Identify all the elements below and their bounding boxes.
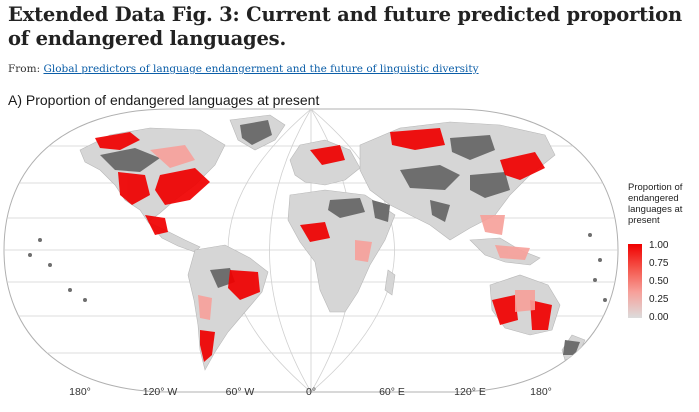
legend-tick-0-75: 0.75	[649, 258, 669, 269]
pacific-islands	[28, 233, 607, 302]
east-australia-high	[530, 300, 552, 330]
lon-label-0: 0°	[305, 386, 317, 398]
endangerment-medium	[150, 145, 535, 320]
legend-tick-0-5: 0.50	[649, 276, 669, 287]
western-north-america-high	[118, 172, 150, 205]
north-china-high	[500, 152, 545, 180]
legend-tick-0-25: 0.25	[649, 294, 669, 305]
siberia-high	[390, 128, 445, 150]
source-prefix: From:	[8, 63, 41, 75]
legend-title: Proportion of endangered languages at pr…	[628, 182, 683, 226]
legend-tick-1: 1.00	[649, 240, 669, 251]
lon-label-180w: 180°	[69, 386, 91, 398]
east-africa-medium	[355, 240, 372, 262]
legend-color-bar	[628, 244, 642, 318]
arctic-canada-high	[95, 132, 140, 150]
india-no-data	[430, 200, 450, 222]
lon-label-120w: 120° W	[142, 386, 178, 398]
figure-title: Extended Data Fig. 3: Current and future…	[8, 3, 682, 50]
source-article-link[interactable]: Global predictors of language endangerme…	[43, 63, 479, 75]
lon-label-180e: 180°	[530, 386, 552, 398]
no-data-regions	[100, 120, 580, 355]
arabia-no-data	[372, 200, 390, 222]
new-zealand-no-data	[563, 340, 580, 355]
eastern-north-america-high	[155, 168, 210, 205]
brazil-high	[228, 270, 260, 300]
mexico-high	[145, 215, 168, 235]
southeast-asia-medium	[480, 215, 505, 235]
west-australia-high	[492, 295, 518, 325]
west-africa-high	[300, 222, 330, 242]
north-europe-high	[310, 145, 345, 165]
sahara-no-data	[328, 198, 365, 218]
greenland-no-data	[240, 120, 272, 145]
andes-medium	[198, 295, 212, 320]
madagascar-landmass	[384, 269, 396, 296]
central-asia-no-data	[400, 165, 460, 190]
lon-label-120e: 120° E	[454, 386, 486, 398]
north-america-no-data	[100, 148, 160, 172]
panel-title: A) Proportion of endangered languages at…	[8, 92, 320, 108]
endangerment-high	[95, 128, 552, 362]
source-line: From: Global predictors of language enda…	[8, 63, 479, 75]
canada-medium	[150, 145, 195, 168]
central-australia-medium	[515, 290, 535, 312]
lon-label-60e: 60° E	[379, 386, 405, 398]
siberia-no-data	[450, 135, 495, 160]
china-no-data	[470, 172, 510, 198]
southern-south-america-high	[200, 330, 215, 362]
lon-label-60w: 60° W	[225, 386, 255, 398]
legend-tick-0: 0.00	[649, 312, 669, 323]
indonesia-medium	[495, 245, 530, 260]
africa-landmass	[287, 189, 396, 313]
